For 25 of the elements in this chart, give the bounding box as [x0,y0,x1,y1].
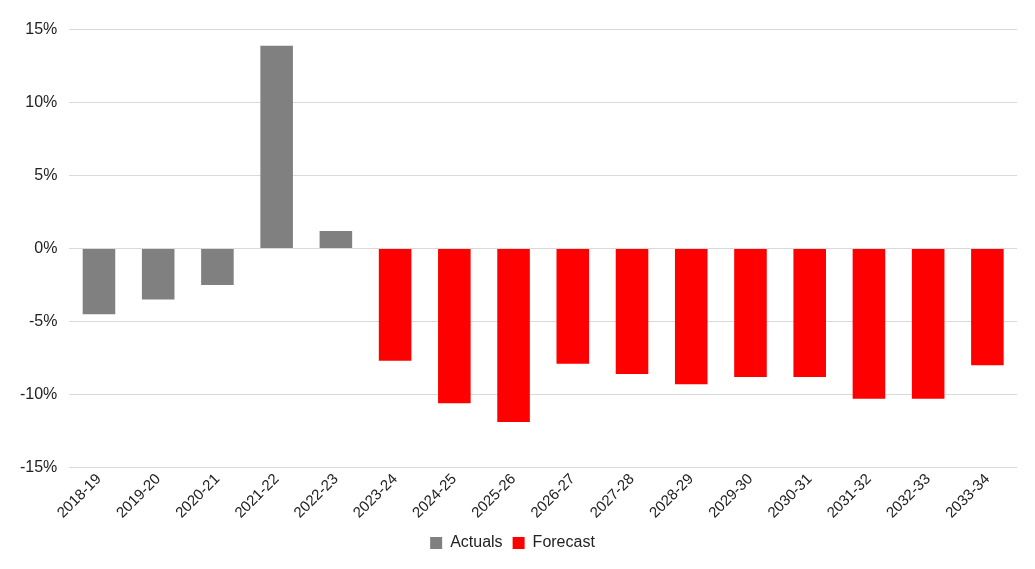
bar [971,248,1004,366]
bar [319,230,353,248]
bar [438,248,471,404]
y-tick-label: -5% [28,311,58,329]
legend-label: Forecast [532,533,596,551]
y-tick-label: -15% [19,457,58,475]
bar [201,248,234,285]
y-tick-label: -10% [19,384,58,402]
bar [378,248,412,361]
bar [674,248,708,385]
y-tick-label: 0% [34,238,58,256]
legend-label: Actuals [450,533,503,551]
bar [911,248,945,399]
bar [852,248,886,399]
bar [260,45,293,248]
bar [793,248,826,377]
bar [82,248,116,315]
y-tick-label: 10% [25,92,58,110]
bar [556,248,590,364]
bar [141,248,175,300]
bar [734,248,767,377]
bar [615,248,649,374]
y-tick-label: 15% [25,20,58,38]
y-tick-label: 5% [34,165,58,183]
bar [497,248,530,423]
